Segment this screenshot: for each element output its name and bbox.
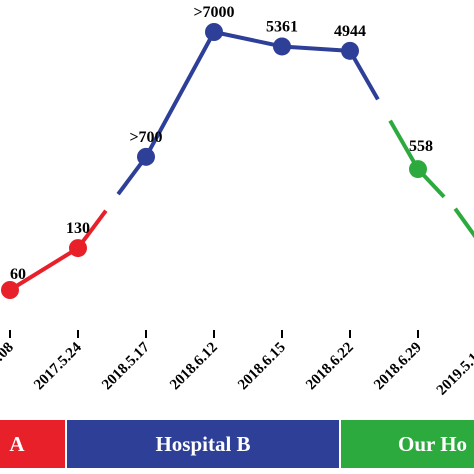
x-tick-label: …08: [0, 340, 17, 373]
series-tail-dash: [455, 209, 474, 241]
x-tick-label: 2018.6.15: [235, 340, 289, 394]
data-point: [1, 281, 19, 299]
x-tick-label: 2018.6.29: [371, 340, 425, 394]
band-label: A: [9, 432, 25, 456]
data-points: [1, 23, 474, 299]
data-point: [205, 23, 223, 41]
series-line-segment: [282, 46, 350, 50]
data-label: >7000: [193, 4, 234, 21]
data-point: [69, 239, 87, 257]
x-tick-label: 2018.6.22: [303, 340, 357, 394]
x-tick-label: 2018.6.12: [167, 340, 221, 394]
data-point: [273, 37, 291, 55]
data-label: 558: [409, 138, 433, 155]
data-point: [137, 148, 155, 166]
hospital-bands: A Hospital B Our Ho: [0, 420, 474, 468]
band-label: Our Ho: [398, 432, 467, 456]
band-label: Hospital B: [155, 432, 250, 456]
data-label: >700: [129, 129, 162, 146]
data-label: 4944: [334, 23, 366, 40]
x-axis-ticks: …08 2017.5.24 2018.5.17 2018.6.12 2018.6.15 2…: [0, 330, 474, 399]
data-point: [341, 42, 359, 60]
data-label: 130: [66, 220, 90, 237]
x-tick-label: 2019.5.1…: [434, 340, 474, 399]
data-label: 5361: [266, 18, 298, 35]
x-tick-label: 2017.5.24: [31, 339, 85, 393]
x-tick-label: 2018.5.17: [99, 339, 153, 393]
data-label: 60: [10, 266, 26, 283]
data-point: [409, 160, 427, 178]
